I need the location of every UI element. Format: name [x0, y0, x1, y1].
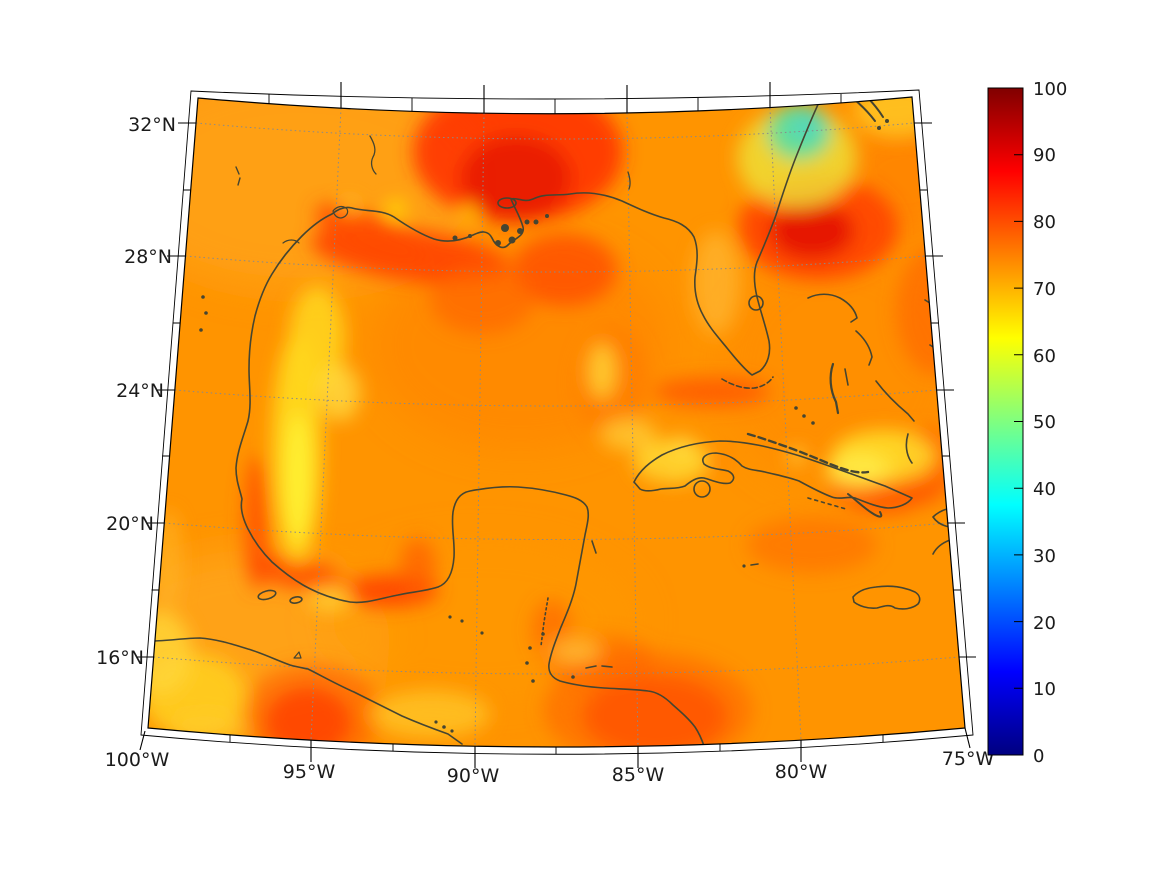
map-area	[148, 97, 965, 747]
lon-axis-labels: 100°W 95°W 90°W 85°W 80°W 75°W	[105, 748, 995, 787]
lat-axis-labels: 32°N 28°N 24°N 20°N 16°N	[96, 114, 176, 669]
colorbar-labels: 100 90 80 70 60 50 40 30 20 10 0	[1033, 79, 1067, 767]
lon-tick-label-95w: 95°W	[283, 761, 336, 783]
lon-tick-label-75w: 75°W	[942, 748, 995, 770]
colorbar-label-60: 60	[1033, 346, 1056, 367]
colorbar-ticks	[1014, 154, 1023, 689]
map-frame	[136, 82, 976, 768]
colorbar-label-50: 50	[1033, 412, 1056, 433]
colorbar-label-80: 80	[1033, 212, 1056, 233]
colorbar-label-100: 100	[1033, 79, 1067, 100]
gridlines	[153, 107, 960, 747]
colorbar-label-0: 0	[1033, 746, 1044, 767]
colorbar-label-90: 90	[1033, 145, 1056, 166]
lat-tick-label-32n: 32°N	[128, 114, 176, 136]
colorbar-label-40: 40	[1033, 479, 1056, 500]
lat-tick-label-24n: 24°N	[116, 380, 164, 402]
lat-tick-label-20n: 20°N	[106, 513, 154, 535]
lat-tick-label-16n: 16°N	[96, 647, 144, 669]
colorbar-label-30: 30	[1033, 546, 1056, 567]
lon-tick-label-100w: 100°W	[105, 749, 170, 771]
lon-tick-label-85w: 85°W	[612, 764, 665, 786]
colorbar-label-10: 10	[1033, 679, 1056, 700]
lon-tick-label-80w: 80°W	[775, 761, 828, 783]
lat-tick-label-28n: 28°N	[124, 246, 172, 268]
lon-tick-label-90w: 90°W	[447, 765, 500, 787]
colorbar: 100 90 80 70 60 50 40 30 20 10 0	[987, 79, 1067, 767]
colorbar-label-70: 70	[1033, 279, 1056, 300]
coast-specks	[199, 119, 889, 733]
colorbar-label-20: 20	[1033, 613, 1056, 634]
